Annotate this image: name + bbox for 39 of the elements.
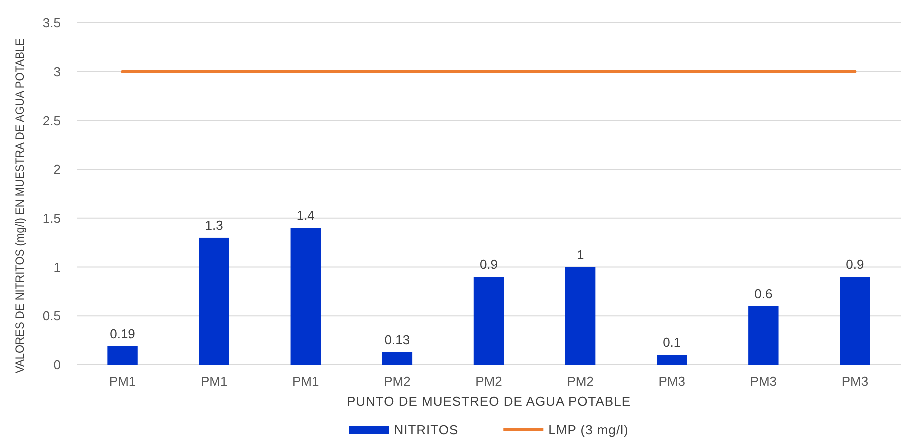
data-label: 0.1 — [663, 335, 682, 350]
bar — [199, 238, 230, 365]
data-label: 0.19 — [110, 326, 136, 342]
x-tick-label: PM1 — [292, 374, 320, 389]
legend-label: NITRITOS — [394, 422, 459, 438]
data-label: 1 — [576, 247, 584, 262]
data-label: 0.9 — [846, 257, 864, 272]
x-tick-label: PM3 — [750, 374, 778, 389]
y-tick-label: 0.5 — [42, 308, 61, 324]
bar — [657, 355, 688, 365]
y-axis-title: VALORES DE NITRITOS (mg/l) EN MUESTRA DE AGUA POTABLE — [13, 9, 27, 374]
y-tick-label: 2 — [54, 162, 61, 178]
bar — [290, 228, 321, 365]
y-tick-label: 3 — [54, 64, 61, 80]
bar — [382, 352, 413, 365]
data-label: 0.6 — [754, 286, 773, 302]
y-tick-label: 3.5 — [42, 16, 61, 31]
y-tick-label: 1.5 — [42, 210, 61, 226]
bar — [565, 267, 596, 365]
legend-label: LMP (3 mg/l) — [548, 422, 629, 438]
y-tick-label: 1 — [54, 260, 61, 275]
y-tick-label: 0 — [54, 358, 61, 373]
x-axis-title: PUNTO DE MUESTREO DE AGUA POTABLE — [346, 394, 632, 409]
x-tick-label: PM3 — [842, 374, 869, 389]
x-tick-label: PM2 — [476, 374, 502, 389]
bar — [840, 277, 870, 365]
data-label: 0.13 — [384, 332, 410, 348]
x-tick-label: PM1 — [200, 374, 228, 389]
data-label: 0.9 — [480, 257, 498, 272]
x-tick-label: PM1 — [109, 374, 136, 389]
data-label: 1.3 — [205, 218, 224, 233]
bar — [474, 277, 504, 365]
bar — [108, 346, 138, 365]
x-tick-label: PM2 — [384, 374, 411, 389]
x-tick-label: PM2 — [567, 374, 594, 389]
data-label: 1.4 — [296, 208, 315, 224]
bar — [748, 306, 779, 365]
x-tick-label: PM3 — [658, 374, 686, 389]
y-tick-label: 2.5 — [42, 113, 61, 128]
